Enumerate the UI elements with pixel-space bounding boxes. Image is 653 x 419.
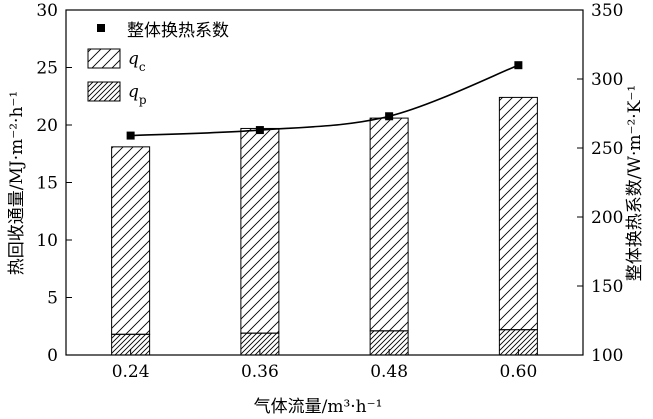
x-axis-title: 气体流量/m³·h⁻¹ (254, 397, 383, 417)
right-tick-label-0: 100 (591, 346, 623, 366)
left-tick-label-4: 20 (36, 116, 58, 136)
right-tick-label-3: 250 (591, 139, 623, 159)
line-point-1 (255, 126, 264, 135)
legend-marker-line (97, 24, 105, 32)
right-tick-label-1: 150 (591, 277, 623, 297)
left-axis-title: 热回收通量/MJ·m⁻²·h⁻¹ (7, 91, 27, 275)
legend-swatch-qp (87, 81, 121, 102)
right-axis-title: 整体换热系数/W·m⁻²·K⁻¹ (625, 85, 645, 281)
left-tick-label-0: 0 (47, 346, 58, 366)
right-tick-label-2: 200 (591, 208, 623, 228)
x-tick-label-2: 0.48 (370, 362, 408, 382)
legend-label-qp: qp (128, 82, 147, 107)
bar-qc-3 (498, 96, 538, 331)
right-tick-label-4: 300 (591, 70, 623, 90)
bars (111, 96, 538, 356)
overall-coefficient-line (130, 64, 519, 137)
bar-qc-1 (240, 127, 280, 334)
right-tick-label-5: 350 (591, 1, 623, 21)
left-tick-label-3: 15 (36, 174, 58, 194)
x-tick-label-3: 0.60 (499, 362, 537, 382)
x-tick-label-1: 0.36 (241, 362, 279, 382)
legend-swatch-qc (87, 48, 121, 69)
line-layer (126, 61, 523, 140)
legend-label-line: 整体换热系数 (127, 21, 229, 41)
right-axis-ticks: 100 150 200 250 300 350 (577, 1, 623, 366)
bar-qc-0 (111, 146, 151, 335)
line-point-2 (385, 112, 394, 121)
left-tick-label-5: 25 (36, 59, 58, 79)
legend: 整体换热系数 qc qp (87, 21, 229, 107)
bar-qc-2 (369, 117, 409, 332)
left-tick-label-1: 5 (47, 289, 58, 309)
line-point-3 (514, 61, 523, 70)
left-tick-label-2: 10 (36, 231, 58, 251)
left-tick-label-6: 30 (36, 1, 58, 21)
left-axis-ticks: 0 5 10 15 20 25 30 (36, 1, 72, 366)
x-tick-label-0: 0.24 (112, 362, 150, 382)
line-point-0 (126, 131, 135, 140)
legend-label-qc: qc (128, 49, 146, 74)
x-axis-ticks: 0.24 0.36 0.48 0.60 (112, 349, 537, 382)
